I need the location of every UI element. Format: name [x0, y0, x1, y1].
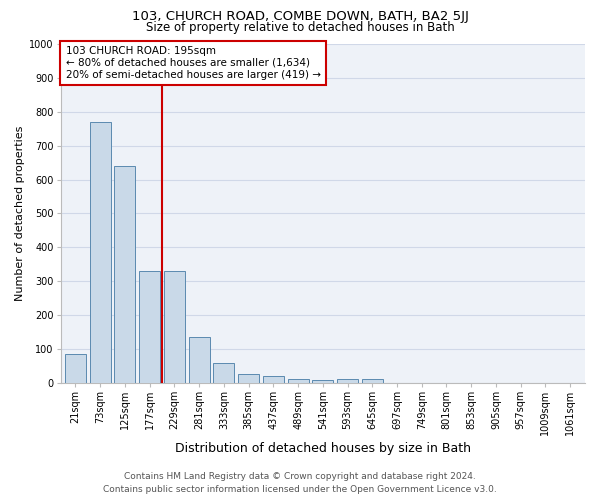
Bar — [287, 379, 308, 383]
Bar — [337, 380, 358, 383]
Bar — [312, 380, 334, 383]
Text: 103, CHURCH ROAD, COMBE DOWN, BATH, BA2 5JJ: 103, CHURCH ROAD, COMBE DOWN, BATH, BA2 … — [131, 10, 469, 23]
Text: Size of property relative to detached houses in Bath: Size of property relative to detached ho… — [146, 21, 454, 34]
Bar — [65, 354, 86, 383]
Bar — [164, 271, 185, 383]
X-axis label: Distribution of detached houses by size in Bath: Distribution of detached houses by size … — [175, 442, 471, 455]
Y-axis label: Number of detached properties: Number of detached properties — [15, 126, 25, 301]
Bar — [89, 122, 111, 383]
Bar — [238, 374, 259, 383]
Text: 103 CHURCH ROAD: 195sqm
← 80% of detached houses are smaller (1,634)
20% of semi: 103 CHURCH ROAD: 195sqm ← 80% of detache… — [65, 46, 320, 80]
Bar — [214, 362, 235, 383]
Bar — [115, 166, 136, 383]
Text: Contains HM Land Registry data © Crown copyright and database right 2024.
Contai: Contains HM Land Registry data © Crown c… — [103, 472, 497, 494]
Bar — [263, 376, 284, 383]
Bar — [188, 337, 209, 383]
Bar — [139, 271, 160, 383]
Bar — [362, 380, 383, 383]
